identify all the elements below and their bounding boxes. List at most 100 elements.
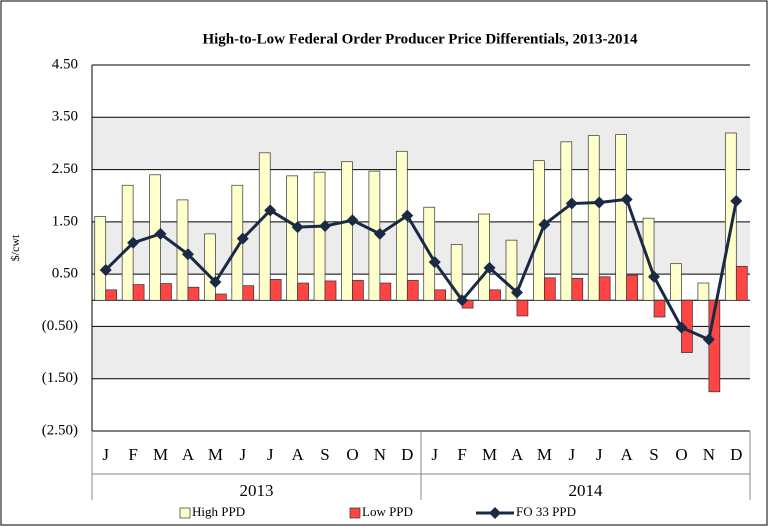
bar — [560, 141, 573, 301]
x-tick-label: M — [482, 445, 497, 464]
bar — [653, 299, 666, 318]
bar — [160, 283, 172, 301]
bar — [735, 265, 748, 301]
bar — [105, 289, 118, 301]
y-tick-label: 4.50 — [52, 56, 78, 72]
bar — [724, 132, 737, 301]
bar — [489, 289, 501, 301]
x-tick-label: M — [537, 445, 552, 464]
bar — [533, 160, 545, 301]
marker — [620, 193, 633, 206]
x-tick-label: S — [320, 445, 329, 464]
plot-band — [92, 65, 750, 118]
y-tick-label: (0.50) — [42, 318, 78, 334]
x-tick-label: J — [239, 445, 246, 464]
x-tick-label: F — [457, 445, 466, 464]
bar — [670, 263, 682, 301]
marker — [264, 204, 277, 217]
marker — [319, 220, 332, 233]
bar — [544, 277, 556, 301]
y-tick-label: 2.50 — [52, 161, 78, 177]
bar — [434, 289, 447, 301]
bar — [478, 213, 490, 301]
marker — [154, 227, 167, 240]
marker — [236, 232, 249, 245]
legend-label: FO 33 PPD — [516, 504, 576, 519]
x-tick-label: A — [291, 445, 304, 464]
bar — [215, 293, 227, 301]
x-tick-label: S — [649, 445, 658, 464]
bar — [708, 299, 721, 393]
marker — [702, 333, 715, 346]
bar — [242, 285, 255, 301]
bar — [187, 286, 200, 301]
x-group-label: 2014 — [569, 481, 604, 500]
legend-swatch — [489, 507, 501, 519]
marker — [99, 263, 112, 276]
bar — [204, 233, 216, 301]
x-tick-label: A — [511, 445, 524, 464]
legend-label: Low PPD — [362, 504, 413, 519]
plot-band — [92, 117, 750, 170]
marker — [401, 209, 414, 222]
marker — [127, 236, 140, 249]
y-axis-label: $/cwt — [8, 234, 22, 261]
x-tick-label: D — [401, 445, 413, 464]
x-group-label: 2013 — [240, 481, 274, 500]
plot-band — [92, 326, 750, 379]
x-tick-label: F — [128, 445, 137, 464]
marker — [593, 196, 606, 209]
bar — [297, 282, 309, 301]
x-tick-label: J — [102, 445, 109, 464]
marker — [428, 256, 441, 269]
x-tick-label: O — [346, 445, 358, 464]
bar — [313, 171, 326, 301]
x-tick-label: J — [568, 445, 575, 464]
legend-label: High PPD — [192, 504, 245, 519]
bar — [598, 276, 611, 301]
marker — [730, 194, 743, 207]
marker — [291, 221, 304, 234]
marker — [648, 270, 661, 283]
marker — [181, 248, 194, 261]
bar — [286, 175, 298, 301]
bar — [132, 284, 145, 301]
marker — [510, 286, 523, 299]
marker — [456, 294, 469, 307]
plot-band — [92, 221, 750, 275]
bar — [516, 299, 529, 317]
bar — [571, 277, 584, 301]
x-tick-label: O — [675, 445, 687, 464]
marker — [538, 218, 551, 231]
bar — [587, 135, 600, 301]
x-tick-label: A — [620, 445, 633, 464]
marker — [565, 197, 578, 210]
marker — [483, 261, 496, 274]
bar — [406, 280, 419, 301]
bar — [352, 280, 364, 301]
bar — [324, 280, 337, 301]
marker — [675, 321, 688, 334]
y-tick-label: 3.50 — [52, 109, 78, 125]
y-tick-label: (1.50) — [42, 370, 78, 386]
bar — [379, 282, 392, 301]
bar — [258, 152, 271, 301]
marker — [346, 214, 359, 227]
line — [104, 197, 738, 342]
bar — [615, 134, 627, 301]
chart-title: High-to-Low Federal Order Producer Price… — [202, 31, 638, 47]
legend-swatch — [349, 507, 361, 519]
marker — [373, 227, 386, 240]
x-tick-label: M — [153, 445, 168, 464]
bar — [395, 150, 408, 301]
y-tick-label: (2.50) — [42, 422, 78, 438]
y-tick-label: 1.50 — [52, 213, 78, 229]
bar — [94, 216, 107, 301]
x-tick-label: N — [374, 445, 386, 464]
bar — [341, 161, 353, 301]
x-tick-label: A — [182, 445, 195, 464]
bar — [269, 279, 282, 301]
x-tick-label: D — [730, 445, 742, 464]
legend-swatch — [179, 507, 191, 519]
